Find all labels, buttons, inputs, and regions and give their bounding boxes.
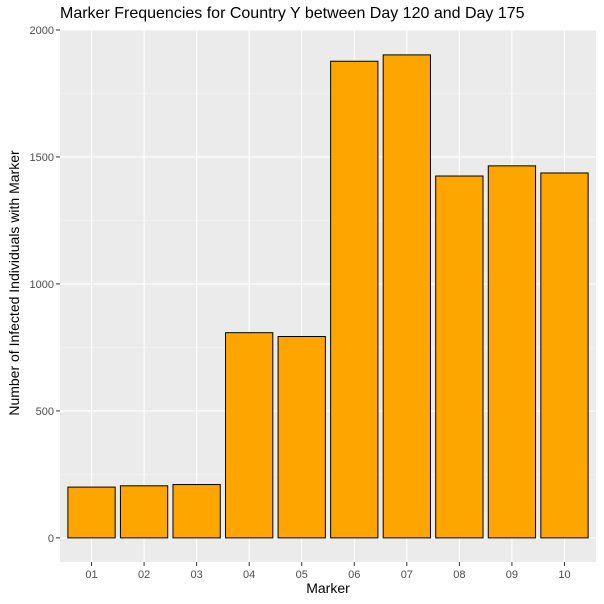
x-tick-label: 01 <box>85 569 97 581</box>
x-tick-label: 06 <box>348 569 360 581</box>
bar-04 <box>225 332 274 539</box>
bar-02 <box>119 485 169 539</box>
y-tick-label: 0 <box>48 533 54 545</box>
x-tick-label: 02 <box>138 569 150 581</box>
bar-03 <box>172 484 221 539</box>
chart-title: Marker Frequencies for Country Y between… <box>60 5 525 22</box>
x-tick-label: 03 <box>191 569 203 581</box>
x-tick-label: 05 <box>296 569 308 581</box>
x-tick-label: 09 <box>506 569 518 581</box>
bar-10 <box>540 172 589 539</box>
y-tick-label: 1500 <box>30 152 54 164</box>
bar-05 <box>277 336 326 539</box>
bar-06 <box>330 60 379 539</box>
bar-07 <box>382 54 431 539</box>
y-tick-label: 1000 <box>30 279 54 291</box>
x-tick-label: 04 <box>243 569 255 581</box>
bar-09 <box>487 165 537 539</box>
x-tick-label: 07 <box>401 569 413 581</box>
bar-08 <box>435 175 484 539</box>
y-axis-title: Number of Infected Individuals with Mark… <box>6 150 22 416</box>
y-tick-label: 500 <box>36 406 54 418</box>
x-axis-title: Marker <box>306 580 350 596</box>
y-tick-label: 2000 <box>30 25 54 37</box>
x-tick-label: 10 <box>558 569 570 581</box>
x-tick-label: 08 <box>453 569 465 581</box>
bar-01 <box>67 486 116 539</box>
